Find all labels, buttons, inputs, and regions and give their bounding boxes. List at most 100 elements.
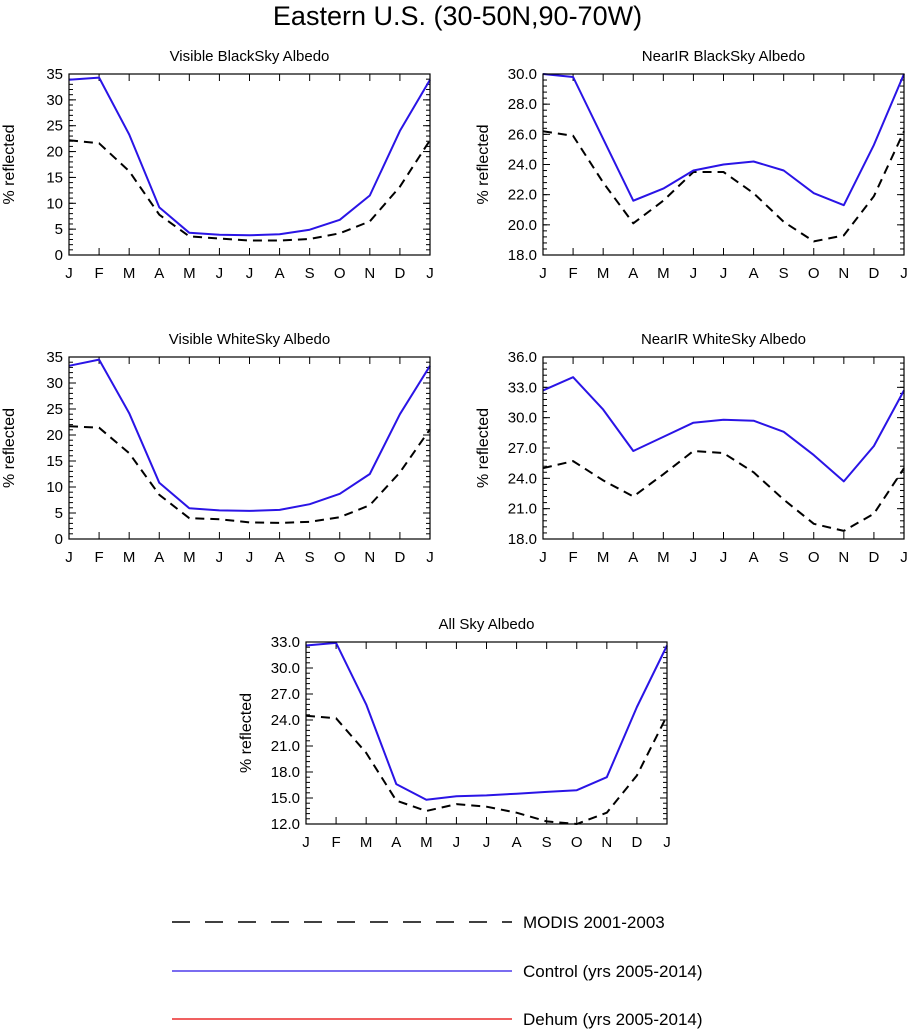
y-tick-label: 30.0 [508, 66, 537, 83]
plot-frame [542, 73, 905, 256]
series-line-control [542, 376, 905, 483]
x-tick-label: M [123, 549, 136, 566]
x-tick-label: A [512, 834, 522, 851]
x-tick-label: J [426, 265, 434, 282]
x-tick-label: J [216, 549, 224, 566]
x-tick-label: S [779, 265, 789, 282]
x-tick-label: N [838, 549, 849, 566]
y-tick-label: 35 [46, 349, 63, 366]
x-tick-label: D [868, 265, 879, 282]
x-tick-label: M [597, 265, 610, 282]
x-tick-label: F [568, 265, 577, 282]
chart-panel-4: NearIR WhiteSky Albedo % reflected 18.0 21.… [475, 331, 908, 566]
x-tick-label: M [597, 549, 610, 566]
y-tick-label: 12.0 [271, 816, 300, 833]
x-tick-label: O [808, 265, 820, 282]
series-line-control [305, 641, 668, 801]
x-tick-label: J [900, 549, 908, 566]
x-tick-label: O [334, 549, 346, 566]
x-tick-label: M [360, 834, 373, 851]
y-tick-label: 30 [46, 375, 63, 392]
y-tick-label: 27.0 [508, 440, 537, 457]
x-tick-label: J [483, 834, 491, 851]
x-tick-label: S [305, 549, 315, 566]
x-tick-label: J [246, 265, 254, 282]
series-line-modis [542, 130, 905, 243]
x-tick-label: J [453, 834, 461, 851]
y-tick-label: 25 [46, 118, 63, 135]
legend-label-2: Control (yrs 2005-2014) [523, 962, 703, 981]
x-tick-label: M [657, 549, 670, 566]
main-title: Eastern U.S. (30-50N,90-70W) [272, 1, 643, 31]
x-tick-label: M [123, 265, 136, 282]
legend: MODIS 2001-2003 Control (yrs 2005-2014) De… [172, 913, 703, 1029]
y-tick-label: 15.0 [271, 790, 300, 807]
series-line-modis [68, 139, 431, 242]
x-tick-label: A [275, 549, 285, 566]
plot-frame [68, 73, 431, 256]
y-tick-label: 33.0 [271, 634, 300, 651]
x-tick-label: N [838, 265, 849, 282]
series-line-control [68, 76, 431, 237]
x-tick-label: J [539, 265, 547, 282]
x-tick-label: S [305, 265, 315, 282]
x-tick-label: A [628, 265, 638, 282]
y-tick-label: 15 [46, 169, 63, 186]
x-tick-label: J [302, 834, 310, 851]
chart-panel-2: NearIR BlackSky Albedo % reflected 18.0 20.… [475, 48, 908, 282]
y-tick-label: 21.0 [508, 501, 537, 518]
y-tick-label: 20 [46, 427, 63, 444]
plot-frame [68, 356, 431, 540]
series-line-control [68, 358, 431, 512]
chart-panel-3: Visible WhiteSky Albedo % reflected 0 5 10 15… [1, 331, 434, 566]
x-tick-label: D [868, 549, 879, 566]
panel-title: Visible WhiteSky Albedo [169, 331, 330, 348]
x-tick-label: O [571, 834, 583, 851]
y-tick-label: 30.0 [508, 410, 537, 427]
x-tick-label: F [568, 549, 577, 566]
y-tick-label: 20 [46, 144, 63, 161]
panel-title: NearIR WhiteSky Albedo [641, 331, 806, 348]
x-tick-label: J [426, 549, 434, 566]
x-tick-label: J [720, 549, 728, 566]
series-line-modis [305, 714, 668, 825]
x-tick-label: A [275, 265, 285, 282]
legend-label-1: MODIS 2001-2003 [523, 913, 665, 932]
x-tick-label: S [779, 549, 789, 566]
x-tick-label: J [539, 549, 547, 566]
series-line-control [542, 73, 905, 207]
panel-title: Visible BlackSky Albedo [170, 48, 330, 65]
y-tick-label: 18.0 [271, 764, 300, 781]
x-tick-label: N [364, 265, 375, 282]
y-axis-label: % reflected [1, 124, 18, 204]
x-tick-label: A [154, 265, 164, 282]
y-tick-label: 30.0 [271, 660, 300, 677]
y-tick-label: 33.0 [508, 379, 537, 396]
x-tick-label: F [94, 265, 103, 282]
panel-title: NearIR BlackSky Albedo [642, 48, 805, 65]
y-tick-label: 5 [55, 221, 63, 238]
x-tick-label: O [808, 549, 820, 566]
x-tick-label: A [154, 549, 164, 566]
x-tick-label: J [65, 549, 73, 566]
series-line-modis [542, 450, 905, 532]
y-axis-label: % reflected [475, 408, 492, 488]
y-tick-label: 35 [46, 66, 63, 83]
legend-label-3: Dehum (yrs 2005-2014) [523, 1010, 703, 1029]
x-tick-label: J [246, 549, 254, 566]
y-tick-label: 28.0 [508, 96, 537, 113]
x-tick-label: A [628, 549, 638, 566]
y-axis-label: % reflected [475, 124, 492, 204]
y-tick-label: 24.0 [271, 712, 300, 729]
x-tick-label: N [364, 549, 375, 566]
x-tick-label: J [65, 265, 73, 282]
x-tick-label: A [391, 834, 401, 851]
y-tick-label: 18.0 [508, 247, 537, 264]
y-tick-label: 36.0 [508, 349, 537, 366]
y-tick-label: 24.0 [508, 157, 537, 174]
x-tick-label: J [900, 265, 908, 282]
y-tick-label: 15 [46, 453, 63, 470]
x-tick-label: D [394, 265, 405, 282]
y-tick-label: 22.0 [508, 187, 537, 204]
